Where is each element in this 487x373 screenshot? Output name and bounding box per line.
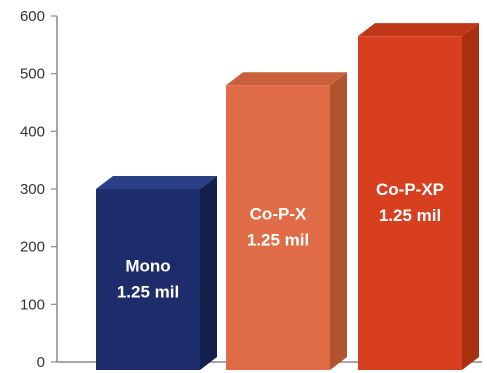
y-tick-label: 300 (20, 181, 45, 198)
bars: Mono 1.25 mil Co-P-X 1.25 mil Co-P-XP 1.25 mi… (96, 23, 479, 371)
y-tick-label: 0 (37, 354, 45, 371)
bar-label: Mono 1.25 mil (117, 257, 179, 302)
y-tick-label: 500 (20, 66, 45, 83)
bar-front (96, 189, 200, 370)
bar-top (226, 72, 347, 86)
y-tick-label: 200 (20, 239, 45, 256)
bar-label-line: Co-P-X (250, 205, 307, 224)
y-tick-label: 400 (20, 123, 45, 140)
bar-label-line: 1.25 mil (117, 283, 179, 302)
bar-side (330, 72, 347, 370)
bar-front (226, 85, 330, 370)
bar-label-line: Co-P-XP (376, 180, 444, 199)
y-tick-label: 600 (20, 8, 45, 25)
bar-label-line: 1.25 mil (379, 206, 441, 225)
bar-side (462, 23, 479, 371)
bar-label-line: 1.25 mil (247, 231, 309, 250)
bar-2: Co-P-X 1.25 mil (226, 72, 347, 370)
bar-1: Mono 1.25 mil (96, 176, 217, 370)
bar-3: Co-P-XP 1.25 mil (358, 23, 479, 371)
bar-label-line: Mono (125, 257, 170, 276)
bar-label: Co-P-XP 1.25 mil (376, 180, 444, 225)
bar-side (200, 176, 217, 370)
bar-top (96, 176, 217, 189)
bar-label: Co-P-X 1.25 mil (247, 205, 309, 250)
bar-front (358, 36, 462, 370)
y-tick-label: 100 (20, 296, 45, 313)
bar-top (358, 23, 479, 37)
